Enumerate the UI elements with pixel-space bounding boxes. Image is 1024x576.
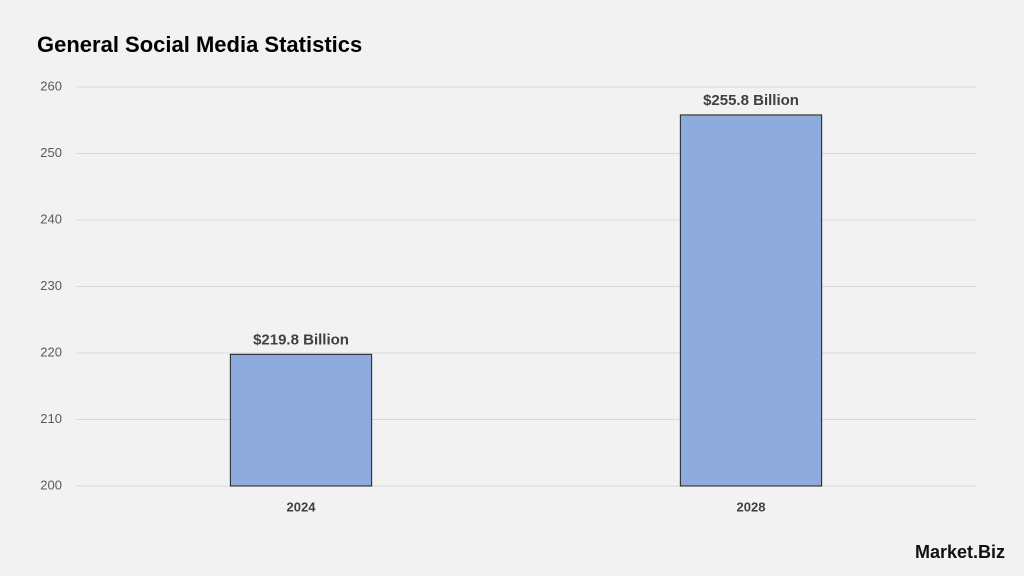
y-tick-label: 230 bbox=[40, 278, 62, 293]
bar bbox=[229, 353, 373, 487]
data-label: $255.8 Billion bbox=[703, 92, 799, 109]
y-tick-label: 210 bbox=[40, 411, 62, 426]
chart-title: General Social Media Statistics bbox=[37, 32, 362, 57]
data-label: $219.8 Billion bbox=[253, 331, 349, 348]
x-tick-label: 2028 bbox=[737, 499, 766, 514]
x-tick-label: 2024 bbox=[287, 499, 317, 514]
y-tick-label: 240 bbox=[40, 211, 62, 226]
bar bbox=[679, 114, 823, 487]
y-tick-label: 260 bbox=[40, 78, 62, 93]
watermark: Market.Biz bbox=[915, 542, 1005, 562]
y-tick-label: 250 bbox=[40, 145, 62, 160]
y-tick-label: 200 bbox=[40, 477, 62, 492]
y-tick-label: 220 bbox=[40, 344, 62, 359]
